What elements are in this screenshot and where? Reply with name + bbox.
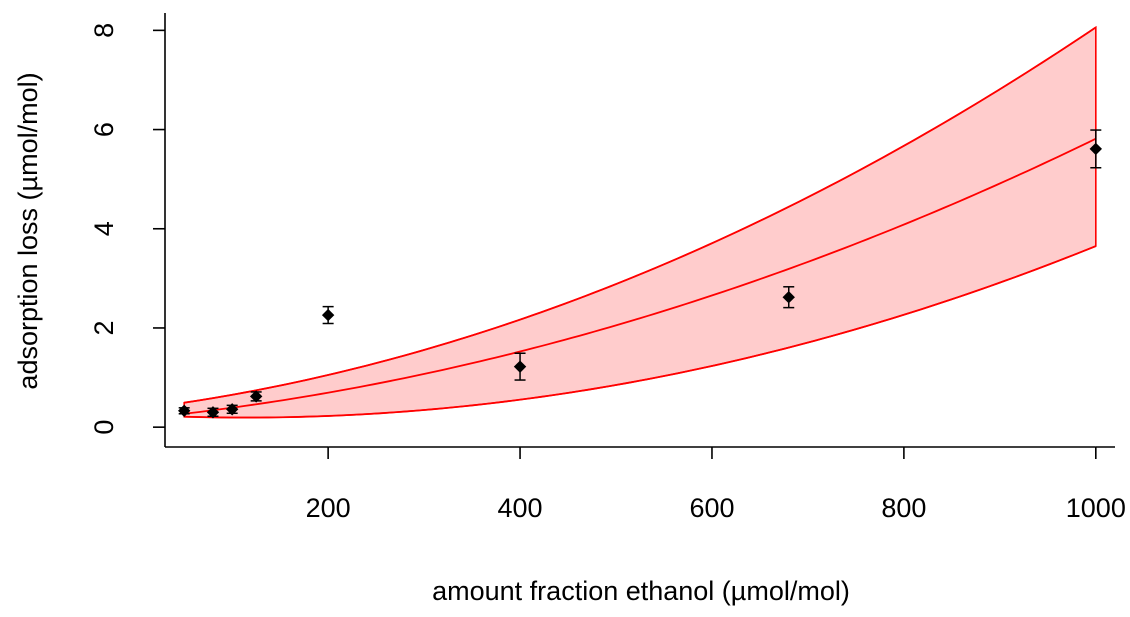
data-point-2 (225, 403, 239, 416)
y-tick-label-2: 2 (89, 320, 119, 335)
diamond-marker (206, 406, 220, 419)
diamond-marker (321, 308, 335, 322)
x-tick-label-800: 800 (881, 493, 926, 523)
data-point-6 (782, 286, 795, 309)
fit-curve (184, 137, 1097, 415)
diamond-marker (177, 404, 191, 417)
data-point-0 (177, 404, 191, 417)
diamond-marker (513, 360, 527, 373)
y-axis-label: adsorption loss (µmol/mol) (13, 72, 43, 389)
data-points-layer (177, 129, 1103, 419)
diamond-marker (782, 291, 795, 304)
x-tick-label-400: 400 (498, 493, 543, 523)
y-tick-label-4: 4 (89, 221, 119, 236)
data-point-7 (1089, 129, 1103, 169)
data-point-1 (206, 406, 220, 419)
diamond-marker (225, 403, 239, 416)
x-tick-label-600: 600 (689, 493, 734, 523)
confidence-band (183, 25, 1097, 419)
y-tick-label-6: 6 (89, 122, 119, 137)
upper-bound-line (184, 26, 1097, 404)
confidence-band-layer (183, 25, 1097, 419)
x-tick-label-1000: 1000 (1066, 493, 1126, 523)
y-tick-label-8: 8 (89, 23, 119, 38)
fit-line-layer (184, 26, 1097, 419)
data-point-3 (249, 390, 263, 403)
data-point-4 (321, 305, 335, 325)
diamond-marker (249, 390, 263, 403)
diamond-marker (1089, 142, 1103, 156)
lower-bound-line (184, 245, 1097, 419)
data-point-5 (513, 352, 527, 381)
x-axis-label: amount fraction ethanol (µmol/mol) (432, 576, 850, 606)
axes-layer: 200 400 600 800 1000 0 2 4 6 8 (89, 13, 1126, 523)
x-tick-label-200: 200 (306, 493, 351, 523)
y-tick-label-0: 0 (89, 420, 119, 435)
